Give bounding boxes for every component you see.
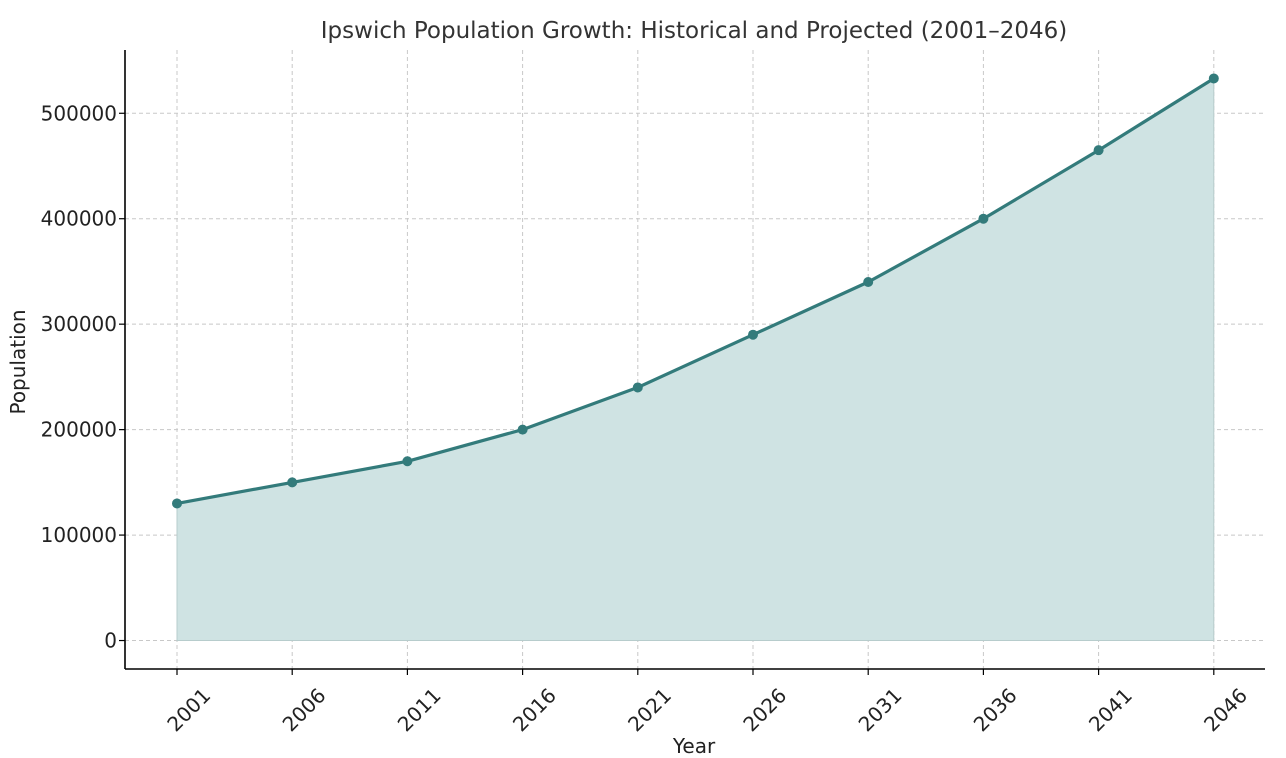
y-axis-label: Population [6, 309, 30, 414]
data-point-marker [172, 498, 182, 509]
data-point-marker [517, 424, 528, 435]
x-tick-label: 2031 [854, 683, 907, 736]
data-point-marker [978, 213, 989, 224]
x-tick-label: 2041 [1084, 683, 1137, 736]
chart-title: Ipswich Population Growth: Historical an… [321, 18, 1067, 44]
x-tick-label: 2046 [1199, 683, 1252, 736]
y-tick-labels: 0 100000 200000 300000 400000 500000 [41, 101, 117, 652]
x-tick-label: 2021 [623, 683, 676, 736]
data-point-marker [863, 276, 874, 287]
x-axis-label: Year [672, 734, 716, 758]
x-tick-label: 2001 [162, 683, 215, 736]
y-tick-label: 200000 [41, 418, 117, 442]
x-tick-labels: 2001 2006 2011 2016 2021 2026 2031 2036 2041 2046 [162, 683, 1252, 736]
y-tick-label: 400000 [41, 207, 117, 231]
data-point-marker [632, 382, 643, 393]
data-point-marker [1208, 73, 1219, 84]
y-tick-label: 300000 [41, 312, 117, 336]
y-tick-label: 500000 [41, 101, 117, 125]
series-line [176, 77, 1215, 505]
x-tick-label: 2016 [508, 683, 561, 736]
x-tick-label: 2036 [969, 683, 1022, 736]
x-tick-label: 2006 [278, 683, 331, 736]
x-tick-label: 2011 [393, 683, 446, 736]
y-tick-label: 100000 [41, 523, 117, 547]
y-tick-label: 0 [104, 629, 117, 653]
data-point-marker [1093, 145, 1104, 156]
data-points [172, 73, 1219, 509]
data-point-marker [287, 477, 298, 488]
data-point-marker [402, 456, 413, 467]
axes [119, 50, 1265, 675]
x-tick-label: 2026 [738, 683, 791, 736]
data-point-marker [748, 329, 758, 340]
